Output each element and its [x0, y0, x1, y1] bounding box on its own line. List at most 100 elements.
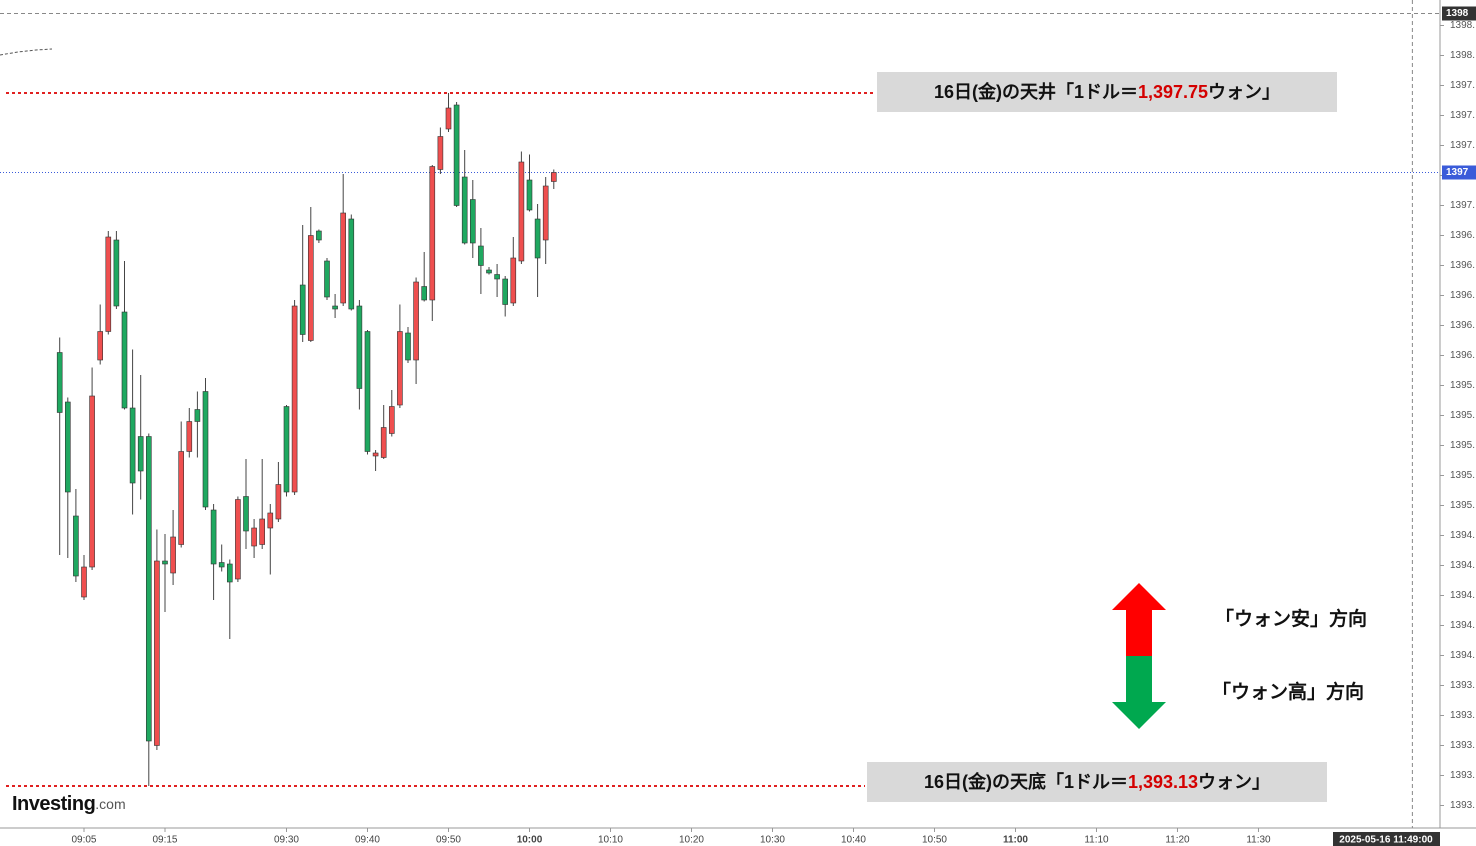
candle-body — [478, 245, 484, 266]
candle-body — [105, 236, 112, 332]
y-tick-label: 1396. — [1450, 260, 1475, 271]
y-tick-label: 1394. — [1450, 650, 1475, 661]
candle-body — [275, 484, 282, 520]
y-tick-label: 1398. — [1450, 20, 1475, 31]
candle-body — [461, 176, 468, 244]
candle-body — [218, 562, 225, 568]
candle-body — [162, 560, 168, 565]
candle-body — [137, 436, 144, 472]
y-tick-label: 1395. — [1450, 470, 1475, 481]
candle-body — [421, 286, 427, 301]
y-tick-label: 1396. — [1450, 350, 1475, 361]
x-tick-label: 09:50 — [436, 835, 461, 846]
candle-body — [64, 401, 71, 493]
candle-body — [145, 436, 152, 742]
candle-body — [243, 496, 249, 532]
plot: 1398.1398.1397.1397.1397.1397.1397.1396.… — [0, 20, 1475, 846]
y-tick-label: 1394. — [1450, 560, 1475, 571]
logo-suffix: .com — [95, 796, 125, 812]
candle-body — [332, 305, 338, 310]
candle-body — [210, 509, 217, 565]
candle-body — [259, 518, 265, 545]
y-tick-label: 1397. — [1450, 200, 1475, 211]
y-tick-label: 1394. — [1450, 590, 1475, 601]
x-tick-label: 10:50 — [922, 835, 947, 846]
annotation-suffix: ウォン」 — [1208, 82, 1280, 102]
candle-body — [97, 331, 103, 361]
y-tick-label: 1396. — [1450, 290, 1475, 301]
crosshair-price-label: 1398 — [1446, 8, 1469, 19]
x-tick-label: 10:10 — [598, 835, 623, 846]
annotation-box — [877, 72, 1337, 112]
candle-body — [364, 331, 371, 452]
y-tick-label: 1395. — [1450, 500, 1475, 511]
candle-body — [291, 305, 298, 493]
annotation-box — [867, 762, 1327, 802]
candle-body — [194, 409, 201, 422]
candle-body — [178, 451, 184, 545]
annotation-value: 1,393.13 — [1128, 772, 1198, 792]
annotation-value: 1,397.75 — [1138, 82, 1208, 102]
annotation-prefix: 16日(金)の天井「1ドル＝ — [934, 81, 1138, 102]
candle-body — [348, 218, 355, 310]
candle-body — [372, 452, 379, 457]
candle-body — [413, 281, 419, 361]
candle-body — [73, 515, 79, 577]
candle-body — [283, 406, 290, 493]
x-tick-label: 09:05 — [71, 835, 96, 846]
y-tick-label: 1393. — [1450, 770, 1475, 781]
x-tick-label: 09:30 — [274, 835, 299, 846]
y-tick-label: 1398. — [1450, 50, 1475, 61]
candle-body — [437, 136, 444, 170]
candle-body — [494, 274, 500, 280]
y-tick-label: 1396. — [1450, 320, 1475, 331]
candle-body — [453, 104, 460, 206]
candle-body — [251, 527, 257, 547]
x-tick-label: 10:30 — [760, 835, 785, 846]
crosshair-time-box — [1333, 832, 1440, 846]
x-tick-label: 10:00 — [517, 835, 543, 846]
y-tick-label: 1393. — [1450, 680, 1475, 691]
candle-body — [518, 161, 525, 262]
x-tick-label: 10:40 — [841, 835, 866, 846]
candle-body — [121, 311, 128, 409]
candle-body — [235, 499, 241, 580]
previous-level — [0, 48, 53, 56]
candle-body — [469, 199, 476, 244]
x-tick-label: 11:10 — [1084, 835, 1109, 846]
annotation-text: 16日(金)の天井「1ドル＝1,397.75ウォン」 — [934, 81, 1280, 102]
candle-body — [129, 407, 136, 484]
candle-body — [534, 218, 541, 259]
candle-body — [226, 563, 233, 583]
y-tick-label: 1394. — [1450, 620, 1475, 631]
y-tick-label: 1397. — [1450, 110, 1475, 121]
logo-name: Investing — [12, 793, 95, 815]
candle-body — [113, 239, 120, 307]
candle-body — [445, 107, 452, 130]
y-tick-label: 1393. — [1450, 800, 1475, 811]
candle-body — [56, 352, 63, 413]
y-tick-label: 1395. — [1450, 380, 1475, 391]
last-price-box — [1442, 165, 1476, 180]
candle-body — [340, 212, 346, 304]
x-tick-label: 11:30 — [1246, 835, 1271, 846]
y-tick-label: 1397. — [1450, 140, 1475, 151]
crosshair-time-label: 2025-05-16 11:49:00 — [1339, 835, 1433, 846]
y-tick-label: 1396. — [1450, 230, 1475, 241]
candle-body — [405, 332, 411, 361]
candle-body — [154, 560, 160, 746]
y-tick-label: 1393. — [1450, 740, 1475, 751]
direction-label: 「ウォン高」方向 — [1212, 680, 1364, 703]
candle-body — [397, 331, 403, 406]
candle-body — [267, 512, 274, 529]
x-tick-label: 11:20 — [1165, 835, 1190, 846]
crosshair-price-box — [1442, 6, 1476, 21]
direction-label: 「ウォン安」方向 — [1215, 607, 1367, 630]
down-arrow — [1112, 656, 1166, 729]
candle-body — [380, 427, 387, 458]
candle-body — [550, 172, 557, 182]
x-tick-label: 09:15 — [152, 835, 177, 846]
candle-body — [170, 536, 176, 574]
